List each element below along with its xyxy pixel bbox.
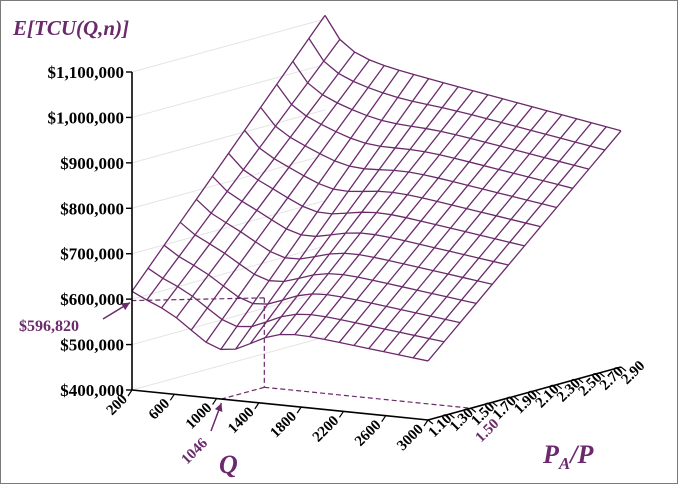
mesh-line-ratio <box>195 198 493 285</box>
q-axis-line <box>131 389 429 421</box>
optimum-cost-arrow-head <box>121 302 130 311</box>
mesh-line-ratio <box>163 244 461 324</box>
optimum-cost-label: $596,820 <box>19 318 79 335</box>
ratio-tick-mark <box>534 390 541 396</box>
q-tick-mark <box>212 398 218 405</box>
gridline-z <box>131 245 326 300</box>
gridline-z <box>131 18 326 73</box>
mesh-line-ratio <box>147 267 445 343</box>
mesh-line-q <box>131 14 326 292</box>
gridline-z <box>131 291 326 346</box>
mesh-line-ratio <box>131 290 429 362</box>
ratio-tick-mark <box>577 378 584 384</box>
mesh-line-ratio <box>324 15 622 132</box>
q-tick-mark <box>338 411 344 418</box>
guide-to-cost <box>131 297 265 302</box>
q-tick-mark <box>423 419 429 427</box>
mesh-line-ratio <box>244 129 541 228</box>
guide-to-q <box>221 386 265 400</box>
z-tick-label: $700,000 <box>60 245 124 264</box>
mesh-line-ratio <box>292 60 589 170</box>
mesh-line-ratio <box>211 175 509 266</box>
gridline-z <box>131 109 326 164</box>
chart-title: E[TCU(Q,n)] <box>12 16 129 40</box>
ratio-tick-mark <box>427 419 434 425</box>
q-tick-mark <box>127 389 133 397</box>
q-tick-label: 3000 <box>394 422 427 455</box>
q-axis-label: Q <box>219 450 238 479</box>
guide-to-ratio <box>264 386 471 409</box>
gridline-z <box>131 63 326 118</box>
q-tick-mark <box>169 393 175 401</box>
gridline-z <box>131 154 326 209</box>
ratio-axis-label-tail: /P <box>568 440 594 469</box>
z-tick-label: $400,000 <box>60 381 124 400</box>
z-tick-label: $900,000 <box>60 154 124 173</box>
mesh-line-ratio <box>179 221 477 305</box>
q-tick-label: 1400 <box>225 404 258 437</box>
mesh-line-ratio <box>228 152 525 247</box>
q-tick-label: 2200 <box>310 413 343 446</box>
z-tick-label: $1,000,000 <box>48 108 125 127</box>
ratio-tick-mark <box>599 372 605 378</box>
ratio-tick-mark <box>491 401 498 407</box>
z-tick-label: $1,100,000 <box>48 63 125 82</box>
gridline-z <box>131 336 326 391</box>
ratio-tick-mark <box>470 407 477 413</box>
optimum-q-label: 1046 <box>179 435 212 468</box>
ratio-axis-label-sub: A <box>558 454 570 473</box>
mesh-line-ratio <box>276 83 573 189</box>
mesh-line-ratio <box>260 106 557 209</box>
q-tick-label: 600 <box>146 396 173 423</box>
ratio-tick-mark <box>449 413 455 419</box>
q-tick-label: 1000 <box>183 400 216 433</box>
ratio-tick-mark <box>620 366 627 372</box>
q-tick-mark <box>296 406 302 414</box>
gridline-z <box>131 200 326 255</box>
z-tick-label: $800,000 <box>60 199 124 218</box>
ratio-axis-label-main: P <box>542 440 560 469</box>
ratio-tick-label: 2.90 <box>619 358 649 388</box>
mesh-line-ratio <box>308 38 606 151</box>
q-tick-mark <box>254 402 260 410</box>
ratio-tick-mark <box>513 395 520 401</box>
q-tick-mark <box>381 415 387 423</box>
ratio-tick-mark <box>556 384 563 390</box>
ratio-axis-label: PA/P <box>542 440 594 473</box>
ratio-axis-line <box>427 366 622 421</box>
z-tick-label: $600,000 <box>60 290 124 309</box>
q-tick-label: 2600 <box>352 417 385 450</box>
q-tick-label: 1800 <box>267 409 300 442</box>
z-tick-label: $500,000 <box>60 336 124 355</box>
optimum-q-arrow-head <box>214 403 223 412</box>
